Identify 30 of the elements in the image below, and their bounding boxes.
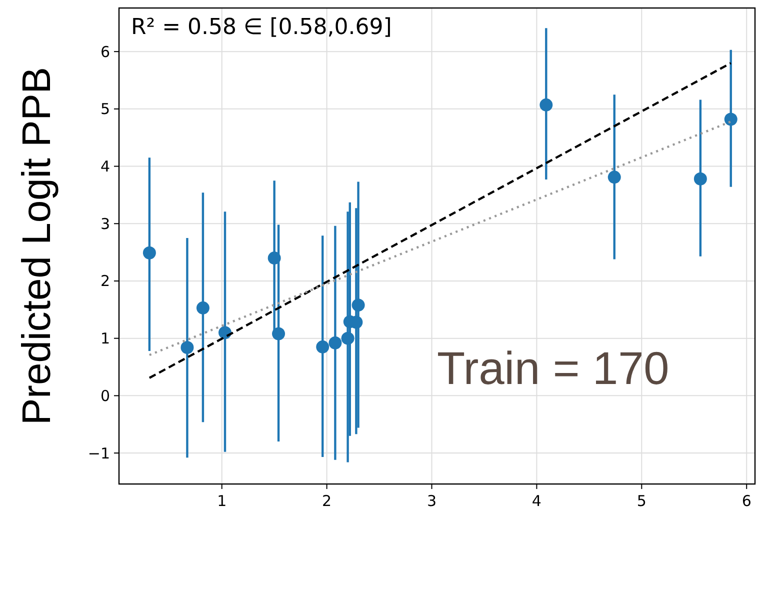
point (272, 327, 286, 340)
point (694, 172, 707, 186)
x-tick-label: 2 (322, 492, 332, 510)
point (196, 301, 210, 314)
point (724, 112, 738, 126)
y-tick-label: −1 (88, 444, 110, 462)
point (341, 332, 354, 345)
point (180, 341, 194, 354)
point (328, 336, 342, 350)
annotation: Train = 170 (437, 342, 670, 394)
y-tick-label: 6 (100, 42, 110, 61)
x-tick-label: 3 (426, 492, 437, 510)
y-tick-label: 0 (100, 386, 110, 405)
point (352, 298, 365, 312)
point (268, 252, 281, 265)
point (608, 170, 621, 184)
point (316, 340, 330, 354)
y-tick-label: 3 (100, 214, 110, 233)
x-tick-label: 4 (532, 492, 542, 510)
y-tick-label: 5 (100, 100, 110, 118)
y-axis-title: Predicted Logit PPB (15, 67, 59, 425)
y-tick-label: 1 (100, 330, 110, 348)
annotation: R² = 0.58 ∈ [0.58,0.69] (131, 15, 392, 40)
point (540, 98, 553, 112)
x-tick-label: 6 (742, 492, 752, 510)
x-tick-label: 1 (217, 492, 227, 510)
point (142, 246, 156, 260)
y-tick-label: 2 (100, 272, 110, 290)
x-tick-label: 5 (636, 492, 646, 510)
y-tick-label: 4 (100, 158, 110, 176)
